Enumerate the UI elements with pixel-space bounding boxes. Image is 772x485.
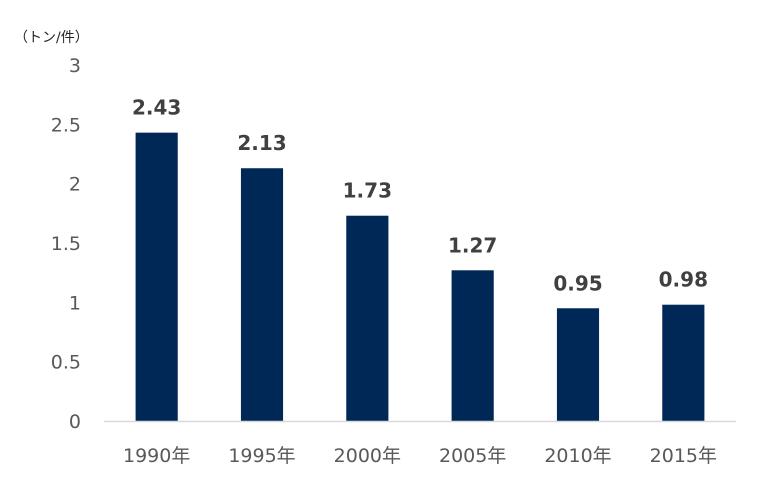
y-axis-unit-label: （トン/件） [14, 30, 89, 46]
y-tick-label: 0.5 [51, 352, 81, 374]
x-tick-label: 2000年 [334, 445, 401, 467]
data-label: 0.95 [553, 271, 602, 295]
bar [451, 270, 494, 421]
bar [135, 132, 178, 421]
y-axis-tick-labels: 0 0.5 1 1.5 2 2.5 3 [51, 55, 81, 433]
data-label: 0.98 [659, 268, 708, 292]
x-tick-label: 2005年 [439, 445, 506, 467]
data-labels: 2.43 2.13 1.73 1.27 0.95 0.98 [132, 96, 708, 296]
bar [662, 304, 705, 421]
y-tick-label: 0 [69, 411, 81, 433]
x-axis-tick-labels: 1990年 1995年 2000年 2005年 2010年 2015年 [123, 445, 717, 467]
bar [240, 168, 284, 421]
bar [556, 308, 600, 421]
x-tick-label: 2010年 [544, 445, 611, 467]
data-label: 1.73 [343, 179, 392, 203]
data-label: 2.13 [237, 131, 286, 155]
bar-series [135, 132, 705, 421]
data-label: 2.43 [132, 96, 181, 120]
y-tick-label: 2 [69, 174, 81, 196]
y-tick-label: 2.5 [51, 114, 81, 136]
x-tick-label: 1995年 [228, 445, 295, 467]
y-tick-label: 1 [69, 292, 81, 314]
y-tick-label: 1.5 [51, 233, 81, 255]
x-tick-label: 2015年 [650, 445, 717, 467]
x-tick-label: 1990年 [123, 445, 190, 467]
data-label: 1.27 [448, 233, 497, 257]
bar [346, 215, 389, 421]
y-tick-label: 3 [69, 55, 81, 77]
